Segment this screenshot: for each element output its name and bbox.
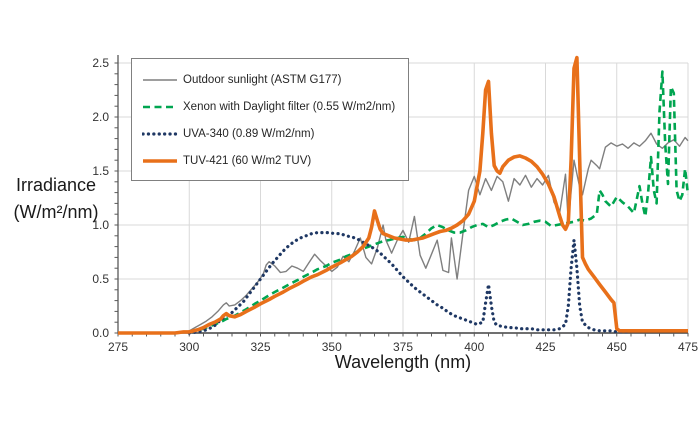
x-tick-label: 425	[535, 340, 555, 354]
x-tick-label: 325	[250, 340, 270, 354]
y-axis-title: Irradiance (W/m²/nm)	[0, 172, 112, 226]
y-axis-title-line1: Irradiance	[15, 175, 97, 195]
legend-label: UVA-340 (0.89 W/m2/nm)	[183, 127, 315, 140]
y-tick-label: 1.5	[92, 164, 109, 178]
series-line-0	[183, 132, 689, 334]
x-tick-label: 300	[179, 340, 199, 354]
x-tick-label: 400	[464, 340, 484, 354]
legend-label: Outdoor sunlight (ASTM G177)	[183, 73, 342, 86]
legend-label: TUV-421 (60 W/m2 TUV)	[183, 154, 312, 167]
y-tick-label: 0.5	[92, 272, 109, 286]
y-tick-label: 2.0	[92, 110, 109, 124]
x-axis-title: Wavelength (nm)	[334, 352, 472, 372]
series-line-2	[187, 231, 630, 335]
legend-swatch-dashed	[143, 105, 177, 108]
legend-item-1: Xenon with Daylight filter (0.55 W/m2/nm…	[142, 93, 400, 120]
legend-item-0: Outdoor sunlight (ASTM G177)	[142, 66, 400, 93]
series-line-3	[118, 55, 688, 335]
x-tick-label: 475	[678, 340, 698, 354]
legend-swatch-dotted	[142, 131, 178, 136]
x-tick-label: 350	[322, 340, 342, 354]
legend-item-2: UVA-340 (0.89 W/m2/nm)	[142, 120, 400, 147]
x-tick-label: 275	[108, 340, 128, 354]
legend-swatch-solid	[143, 78, 177, 81]
series-line-1	[189, 70, 690, 334]
x-tick-label: 375	[393, 340, 413, 354]
legend-label: Xenon with Daylight filter (0.55 W/m2/nm…	[183, 100, 396, 113]
y-tick-label: 0.0	[92, 326, 109, 340]
legend-swatch-solid	[143, 158, 177, 163]
y-tick-label: 1.0	[92, 218, 109, 232]
x-tick-label: 450	[607, 340, 627, 354]
y-tick-label: 2.5	[92, 56, 109, 70]
legend-box: Outdoor sunlight (ASTM G177) Xenon with D…	[131, 58, 409, 181]
legend-item-3: TUV-421 (60 W/m2 TUV)	[142, 147, 400, 174]
y-axis-title-line2: (W/m²/nm)	[13, 202, 99, 222]
